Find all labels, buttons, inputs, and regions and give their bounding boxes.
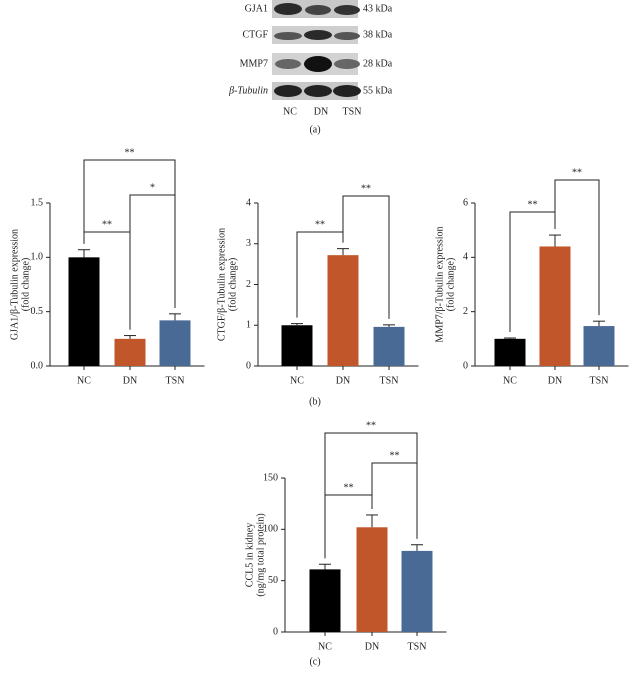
bar [356, 527, 388, 632]
x-tick-label: TSN [408, 641, 427, 652]
y-tick-label: 0 [463, 360, 468, 371]
bar [309, 569, 341, 632]
x-tick-label: NC [318, 641, 332, 652]
y-axis-label: (fold change) [227, 258, 238, 312]
y-tick-label: 2 [463, 306, 468, 317]
bar [114, 338, 146, 366]
significance-bracket [83, 159, 176, 308]
error-bar [291, 323, 303, 326]
bar [281, 325, 313, 366]
y-tick-label: 1.0 [31, 252, 44, 263]
significance-bracket [129, 194, 176, 330]
bar [373, 326, 405, 366]
x-tick-label: DN [336, 375, 350, 386]
x-tick-label: NC [77, 375, 91, 386]
y-tick-label: 150 [263, 472, 278, 483]
x-tick-label: NC [503, 375, 517, 386]
significance-label: ** [528, 199, 538, 210]
error-bar [124, 335, 136, 339]
y-tick-label: 4 [246, 197, 251, 208]
y-axis-label: (fold change) [445, 258, 456, 312]
y-tick-label: 3 [246, 238, 251, 249]
y-axis-label: (fold change) [20, 258, 31, 312]
y-tick-label: 100 [263, 524, 278, 535]
bar [159, 320, 191, 366]
panel-label: (c) [309, 656, 320, 667]
y-axis-label: (ng/mg total protein) [255, 513, 266, 596]
y-tick-label: 0.5 [31, 306, 44, 317]
error-bar [593, 320, 605, 327]
significance-label: ** [361, 183, 371, 194]
x-tick-label: TSN [166, 375, 185, 386]
blot-lane-label: DN [314, 106, 328, 117]
y-tick-label: 2 [246, 279, 251, 290]
x-tick-label: TSN [380, 375, 399, 386]
significance-bracket [554, 179, 600, 316]
blot-lane-label: NC [283, 106, 297, 117]
y-tick-label: 0.0 [31, 360, 44, 371]
significance-label: ** [125, 147, 135, 158]
significance-label: * [150, 182, 155, 193]
x-tick-label: DN [123, 375, 137, 386]
error-bar [383, 324, 395, 327]
blot-lane-label: TSN [343, 106, 362, 117]
x-tick-label: NC [290, 375, 304, 386]
y-tick-label: 1.5 [31, 197, 44, 208]
panel-label: (a) [309, 124, 320, 135]
significance-label: ** [315, 219, 325, 230]
significance-label: ** [102, 219, 112, 230]
blot-size-label: 55 kDa [363, 85, 393, 96]
blot-size-label: 43 kDa [363, 3, 393, 14]
error-bar [78, 249, 90, 258]
x-tick-label: DN [548, 375, 562, 386]
blot-row-label: CTGF [242, 29, 268, 40]
y-tick-label: 6 [463, 197, 468, 208]
significance-label: ** [572, 167, 582, 178]
x-tick-label: DN [365, 641, 379, 652]
y-axis-label: CCL5 in kidney [244, 523, 255, 587]
error-bar [411, 544, 423, 551]
significance-label: ** [344, 482, 354, 493]
significance-bracket [324, 432, 418, 559]
significance-label: ** [390, 450, 400, 461]
error-bar [366, 514, 378, 528]
bar [539, 246, 571, 366]
panel-label: (b) [309, 396, 321, 407]
blot-row-label: GJA1 [245, 3, 268, 14]
y-tick-label: 1 [246, 320, 251, 331]
significance-label: ** [366, 420, 376, 431]
y-tick-label: 0 [246, 360, 251, 371]
y-axis-label: GJA1/β-Tubulin expression [9, 229, 20, 340]
y-tick-label: 0 [273, 626, 278, 637]
y-tick-label: 50 [268, 575, 278, 586]
bar [401, 550, 433, 632]
error-bar [337, 248, 349, 256]
blot-image [272, 0, 361, 100]
blot-size-label: 28 kDa [363, 58, 393, 69]
error-bar [504, 337, 516, 339]
bar [494, 338, 526, 366]
blot-size-label: 38 kDa [363, 29, 393, 40]
significance-bracket [342, 195, 390, 319]
blot-row-label: MMP7 [240, 58, 268, 69]
bar [327, 255, 359, 366]
error-bar [319, 563, 331, 570]
blot-row-label: β-Tubulin [228, 85, 268, 96]
y-axis-label: CTGF/β-Tubulin expression [216, 228, 227, 341]
y-tick-label: 4 [463, 252, 468, 263]
error-bar [549, 234, 561, 247]
x-tick-label: TSN [590, 375, 609, 386]
error-bar [169, 313, 181, 321]
bar [68, 257, 100, 366]
bar [583, 326, 615, 366]
y-axis-label: MMP7/β-Tubulin expression [434, 226, 445, 342]
